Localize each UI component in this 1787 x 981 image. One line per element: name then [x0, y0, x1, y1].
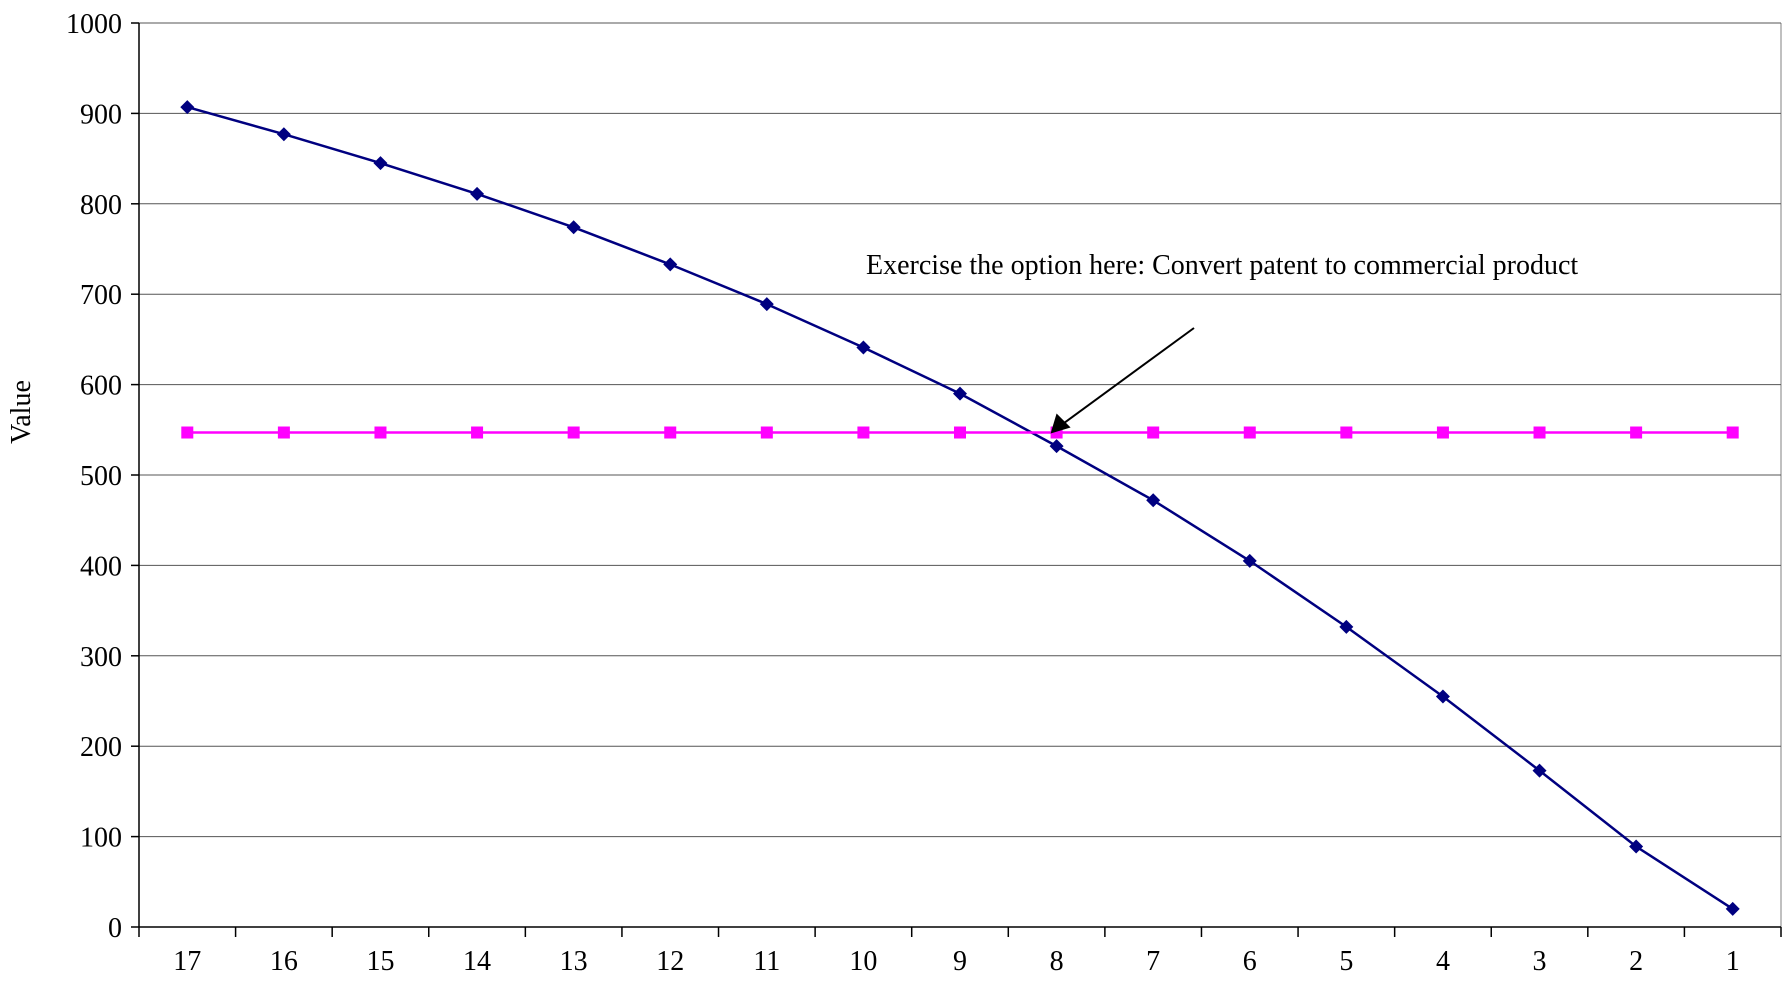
- y-tick-label: 800: [80, 190, 122, 221]
- series-1: [180, 100, 1740, 916]
- data-point: [1726, 426, 1739, 439]
- x-tick-label: 8: [1050, 946, 1064, 977]
- data-point: [181, 426, 194, 439]
- data-point: [373, 156, 388, 171]
- data-point: [663, 257, 678, 272]
- data-point: [1339, 619, 1354, 634]
- y-tick-label: 600: [80, 371, 122, 402]
- data-point: [1147, 426, 1160, 439]
- y-tick-label: 400: [80, 551, 122, 582]
- y-tick-label: 900: [80, 99, 122, 130]
- x-tick-label: 17: [173, 946, 201, 977]
- data-point: [567, 426, 580, 439]
- y-tick-label: 500: [80, 461, 122, 492]
- data-point: [1146, 493, 1161, 508]
- data-point: [1533, 426, 1546, 439]
- annotation-arrow-head: [1050, 413, 1071, 434]
- x-tick-label: 13: [560, 946, 588, 977]
- data-point: [471, 426, 484, 439]
- y-tick-label: 100: [80, 823, 122, 854]
- gridlines: [139, 22, 1782, 927]
- x-tick-label: 9: [953, 946, 967, 977]
- data-point: [1436, 426, 1449, 439]
- x-tick-label: 5: [1339, 946, 1353, 977]
- x-tick-label: 4: [1436, 946, 1450, 977]
- data-point: [276, 127, 291, 142]
- data-point: [180, 100, 195, 115]
- data-point: [1435, 689, 1450, 704]
- data-point: [856, 340, 871, 355]
- data-point: [1629, 839, 1644, 854]
- data-point: [1532, 763, 1547, 778]
- data-point: [374, 426, 387, 439]
- y-tick-label: 1000: [66, 9, 122, 40]
- x-tick-label: 14: [463, 946, 491, 977]
- annotation: Exercise the option here: Convert patent…: [866, 250, 1578, 434]
- data-point: [566, 220, 581, 235]
- x-tick-label: 6: [1243, 946, 1257, 977]
- y-tick-label: 700: [80, 280, 122, 311]
- data-point: [1630, 426, 1643, 439]
- y-axis-title: Value: [6, 380, 37, 444]
- x-tick-label: 1: [1726, 946, 1740, 977]
- data-point: [277, 426, 290, 439]
- annotation-text: Exercise the option here: Convert patent…: [866, 250, 1578, 281]
- x-tick-label: 11: [753, 946, 780, 977]
- y-tick-label: 0: [108, 913, 122, 944]
- x-tick-label: 2: [1629, 946, 1643, 977]
- x-tick-label: 15: [366, 946, 394, 977]
- data-point: [857, 426, 870, 439]
- x-tick-label: 12: [656, 946, 684, 977]
- data-point: [953, 386, 967, 401]
- y-tick-label: 300: [80, 642, 122, 673]
- series-group: [180, 100, 1740, 916]
- data-point: [1243, 426, 1256, 439]
- data-point: [1242, 553, 1257, 568]
- x-tick-label: 3: [1533, 946, 1547, 977]
- y-tick-label: 200: [80, 732, 122, 763]
- data-point: [954, 426, 966, 439]
- x-tick-label: 7: [1146, 946, 1160, 977]
- annotation-arrow-line: [1059, 327, 1195, 427]
- x-tick-label: 10: [849, 946, 877, 977]
- data-point: [1340, 426, 1353, 439]
- data-point: [1725, 901, 1740, 916]
- x-tick-label: 16: [270, 946, 298, 977]
- data-point: [1049, 439, 1064, 454]
- data-point: [470, 186, 485, 201]
- data-point: [759, 297, 774, 312]
- data-point: [760, 426, 773, 439]
- series-2: [181, 426, 1739, 439]
- series-line: [186, 105, 1734, 910]
- data-point: [664, 426, 677, 439]
